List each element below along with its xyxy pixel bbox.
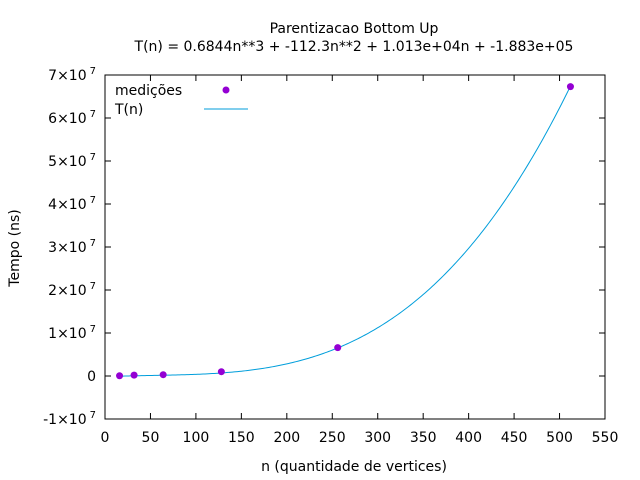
chart-subtitle: T(n) = 0.6844n**3 + -112.3n**2 + 1.013e+… [134,39,574,55]
x-tick-label: 300 [364,430,391,446]
data-point [159,371,167,379]
data-point [116,372,124,380]
y-tick-label: 3×10 7 [48,238,96,256]
plot-frame [104,74,606,420]
data-points [116,83,574,380]
x-axis-ticks: 0 50 100 150 200 250 300 350 400 450 500 550 [101,75,619,446]
x-tick-label: 150 [228,430,255,446]
fit-curve-line [119,85,571,377]
y-axis-label: Tempo (ns) [7,209,23,287]
chart-title: Parentizacao Bottom Up [270,21,439,37]
x-tick-label: 250 [319,430,346,446]
y-tick-label: 2×10 7 [48,281,96,299]
y-tick-label: 5×10 7 [48,152,96,170]
x-tick-label: 550 [592,430,619,446]
y-tick-label: -1×10 7 [43,410,96,428]
x-axis-label: n (quantidade de vertices) [261,459,447,475]
x-tick-label: 50 [142,430,160,446]
data-point [217,368,225,376]
y-tick-label: 6×10 7 [48,109,96,127]
x-tick-label: 200 [273,430,300,446]
x-tick-label: 400 [455,430,482,446]
data-point [566,83,574,91]
y-tick-label: 1×10 7 [48,324,96,342]
legend-label-fit: T(n) [114,102,143,118]
x-tick-label: 350 [410,430,437,446]
data-point [334,344,342,352]
y-tick-label: 4×10 7 [48,195,96,213]
x-tick-label: 0 [101,430,110,446]
y-tick-label: 0 [87,369,96,385]
x-tick-label: 100 [183,430,210,446]
legend-label-medicoes: medições [115,83,182,99]
legend-marker-medicoes [222,86,230,94]
y-tick-label: 7×10 7 [48,66,96,84]
x-tick-label: 450 [501,430,528,446]
y-axis-ticks: -1×10 7 0 1×10 7 2×10 7 3×10 7 4×10 7 5×10 7 6×10 7 7×1… [43,66,605,428]
legend: medições T(n) [114,83,248,118]
data-point [130,371,138,379]
x-tick-label: 500 [546,430,573,446]
